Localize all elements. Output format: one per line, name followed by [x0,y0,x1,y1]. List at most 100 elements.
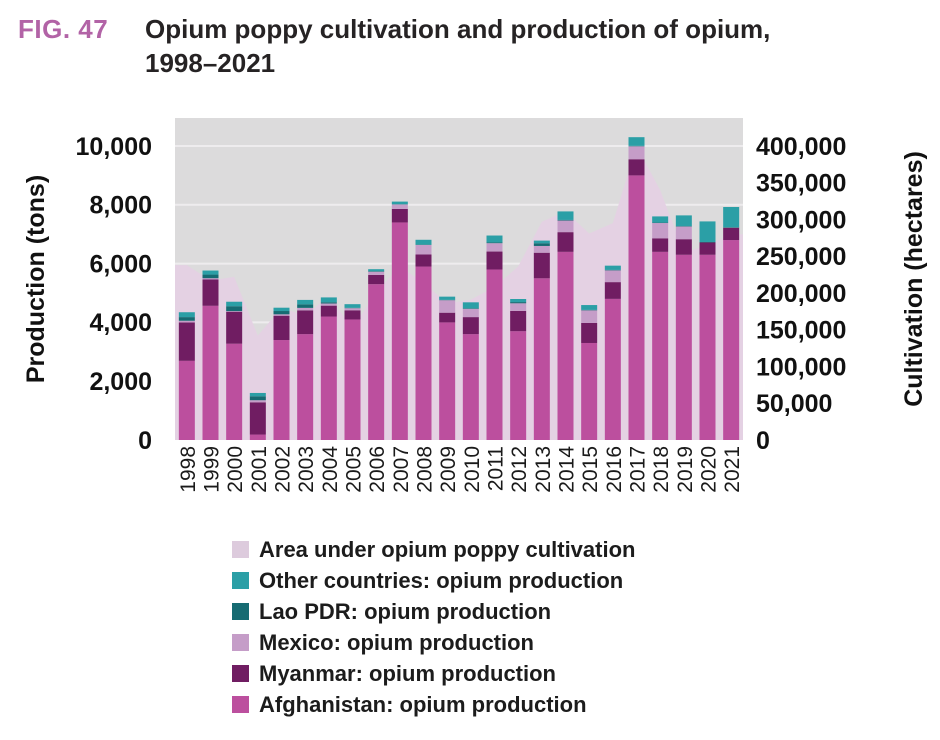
bar-segment-myanmar-2000 [226,311,243,344]
bar-segment-mexico-2018 [652,223,669,239]
legend-label: Other countries: opium production [259,568,624,593]
bar-segment-lao-pdr-2006 [368,271,385,272]
bar-segment-afghanistan-2012 [510,331,527,440]
legend-label: Afghanistan: opium production [259,692,587,717]
x-axis-label-2002: 2002 [272,446,295,493]
x-axis-label-2004: 2004 [319,446,342,493]
bar-segment-mexico-2006 [368,271,385,275]
x-axis-label-2015: 2015 [579,446,602,493]
x-axis-label-2018: 2018 [650,446,673,493]
x-axis-label-2016: 2016 [603,446,626,493]
bar-segment-myanmar-2017 [628,159,645,176]
bar-segment-afghanistan-2004 [320,316,337,440]
bar-segment-myanmar-2010 [462,317,479,335]
bar-segment-mexico-2015 [581,310,598,323]
legend-label: Mexico: opium production [259,630,534,655]
bar-segment-other-countries-2021 [723,207,740,228]
bar-segment-afghanistan-2007 [391,222,408,440]
bar-segment-mexico-2019 [675,226,692,240]
bar-segment-afghanistan-2005 [344,319,361,440]
legend-item: Myanmar: opium production [232,662,635,693]
bar-segment-myanmar-1999 [202,279,219,306]
figure-number: FIG. 47 [18,14,109,44]
bar-segment-afghanistan-2006 [368,284,385,440]
bar-segment-other-countries-2000 [226,301,243,307]
legend-item: Mexico: opium production [232,631,635,662]
x-axis-label-2021: 2021 [721,446,744,493]
x-axis-label-2013: 2013 [532,446,555,493]
bar-segment-other-countries-2009 [439,296,456,300]
legend-item: Other countries: opium production [232,569,635,600]
bar-segment-afghanistan-2019 [675,254,692,440]
bar-segment-lao-pdr-2001 [249,396,266,401]
bar-segment-lao-pdr-1999 [202,274,219,279]
bar-segment-mexico-2000 [226,311,243,312]
x-axis-label-2008: 2008 [414,446,437,493]
bar-segment-myanmar-2015 [581,322,598,343]
bar-segment-myanmar-2007 [391,208,408,223]
left-axis-title: Production (tons) [22,175,50,383]
bar-segment-other-countries-2005 [344,304,361,308]
left-axis-tick-8,000: 8,000 [89,192,152,220]
bar-segment-other-countries-2020 [699,221,716,242]
right-axis-title: Cultivation (hectares) [900,151,928,407]
x-axis-label-2007: 2007 [390,446,413,493]
bar-segment-lao-pdr-2004 [320,302,337,304]
bar-segment-other-countries-2015 [581,305,598,310]
bar-segment-mexico-2003 [297,307,314,311]
legend-swatch-icon [232,572,249,589]
bar-segment-mexico-2012 [510,303,527,311]
bar-segment-afghanistan-2008 [415,266,432,440]
bar-segment-mexico-2013 [533,245,550,253]
right-axis-tick-350,000: 350,000 [756,170,846,198]
x-axis-label-1999: 1999 [201,446,224,493]
bar-segment-mexico-2002 [273,314,290,316]
bar-segment-other-countries-2019 [675,215,692,227]
bar-segment-other-countries-2013 [533,240,550,244]
legend-swatch-icon [232,541,249,558]
bar-segment-afghanistan-2002 [273,340,290,440]
bar-segment-afghanistan-2016 [604,298,621,440]
bar-segment-myanmar-2009 [439,312,456,323]
figure-title-line-2: 1998–2021 [145,48,276,78]
x-axis-label-2003: 2003 [295,446,318,493]
bar-segment-other-countries-2011 [486,235,503,243]
bar-segment-other-countries-1998 [178,312,195,318]
bar-segment-other-countries-2012 [510,298,527,303]
left-axis-tick-4,000: 4,000 [89,309,152,337]
bar-segment-myanmar-2006 [368,274,385,285]
bar-segment-other-countries-2017 [628,137,645,146]
bar-segment-other-countries-2008 [415,239,432,245]
bar-segment-myanmar-2019 [675,239,692,255]
bar-segment-mexico-2008 [415,244,432,255]
legend-swatch-icon [232,665,249,682]
bar-segment-other-countries-2010 [462,302,479,309]
x-axis-label-1998: 1998 [177,446,200,493]
x-axis-label-2001: 2001 [248,446,271,493]
left-axis-tick-10,000: 10,000 [76,133,152,161]
right-axis-tick-50,000: 50,000 [756,390,832,418]
bar-segment-mexico-2010 [462,308,479,318]
x-axis-label-2011: 2011 [485,446,508,491]
bar-segment-lao-pdr-2010 [462,308,479,309]
x-axis-label-2000: 2000 [224,446,247,493]
bar-segment-mexico-2016 [604,270,621,283]
left-axis-tick-0: 0 [138,427,152,455]
bar-segment-other-countries-2004 [320,297,337,303]
bar-segment-lao-pdr-2011 [486,242,503,244]
bar-segment-other-countries-2007 [391,201,408,205]
bar-segment-myanmar-2003 [297,310,314,335]
bar-segment-mexico-2011 [486,243,503,252]
bar-segment-myanmar-2008 [415,254,432,267]
bar-segment-lao-pdr-1998 [178,317,195,321]
bar-segment-mexico-2009 [439,300,456,313]
x-axis-label-2010: 2010 [461,446,484,493]
right-axis-tick-200,000: 200,000 [756,280,846,308]
bar-segment-afghanistan-2013 [533,278,550,440]
legend-swatch-icon [232,603,249,620]
bar-segment-mexico-2017 [628,146,645,160]
right-axis-tick-250,000: 250,000 [756,243,846,271]
x-axis-label-2017: 2017 [627,446,650,493]
bar-segment-myanmar-1998 [178,322,195,361]
